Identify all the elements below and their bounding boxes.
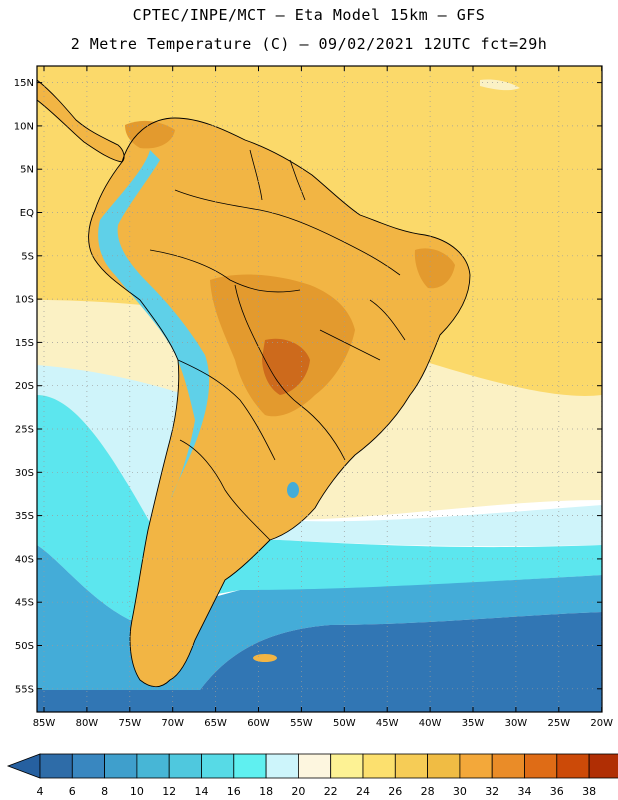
colorbar-label: 30 — [453, 785, 467, 798]
colorbar-swatch — [427, 753, 461, 779]
colorbar-swatch — [588, 753, 618, 779]
colorbar-swatch — [39, 753, 73, 779]
colorbar-label: 26 — [388, 785, 402, 798]
lat-label: 35S — [15, 511, 34, 522]
colorbar-swatch — [201, 753, 235, 779]
colorbar-label: 16 — [227, 785, 241, 798]
colorbar-label: 4 — [37, 785, 44, 798]
colorbar-label: 32 — [485, 785, 499, 798]
colorbar-swatch — [168, 753, 202, 779]
lat-label: 45S — [15, 598, 34, 609]
colorbar-low-arrow — [6, 753, 41, 779]
colorbar-swatch — [556, 753, 590, 779]
colorbar-swatch — [330, 753, 364, 779]
colorbar-swatch — [136, 753, 170, 779]
longitude-axis: 85W 80W 75W 70W 65W 60W 55W 50W 45W 40W 35W 30W 25W 2… — [33, 66, 613, 729]
lon-label: 85W — [33, 718, 56, 729]
colorbar-label: 34 — [518, 785, 532, 798]
lat-label: 20S — [15, 381, 34, 392]
venezuela-hot-zone — [125, 120, 175, 149]
colorbar-label: 38 — [582, 785, 596, 798]
very-hot-zone — [262, 338, 310, 395]
title-line-2: 2 Metre Temperature (C) – 09/02/2021 12U… — [70, 35, 548, 53]
colorbar-label: 14 — [195, 785, 209, 798]
lagoon — [287, 482, 299, 498]
title-line-1: CPTEC/INPE/MCT – Eta Model 15km – GFS — [132, 6, 486, 24]
lon-label: 80W — [76, 718, 99, 729]
colorbar-swatch — [524, 753, 558, 779]
lat-label: 30S — [15, 468, 34, 479]
latitude-axis: 15N 10N 5N EQ 5S 10S 15S 20S 25S 30S 35S 40S 45S 50S 5… — [14, 78, 602, 695]
lat-label: 40S — [15, 554, 34, 565]
colorbar-swatch — [233, 753, 267, 779]
lon-label: 20W — [590, 718, 613, 729]
colorbar-label: 24 — [356, 785, 370, 798]
lon-label: 60W — [247, 718, 270, 729]
lon-label: 50W — [333, 718, 356, 729]
colorbar-swatch — [297, 753, 332, 779]
lat-label: 5S — [21, 251, 34, 262]
lon-label: 45W — [376, 718, 399, 729]
lon-label: 40W — [419, 718, 442, 729]
colorbar-label: 6 — [69, 785, 76, 798]
colorbar-label: 18 — [259, 785, 273, 798]
colorbar-swatch — [394, 753, 428, 779]
lon-label: 30W — [505, 718, 528, 729]
lon-label: 70W — [161, 718, 184, 729]
colorbar-label: 20 — [291, 785, 305, 798]
central-america-coastline — [37, 79, 125, 163]
colorbar-swatch — [71, 753, 106, 779]
caribbean-island — [480, 79, 520, 91]
colorbar-label: 22 — [324, 785, 338, 798]
lat-label: 15N — [14, 78, 34, 89]
lat-label: 10N — [14, 121, 34, 132]
colorbar-swatch — [265, 753, 299, 779]
colorbar-swatch — [459, 753, 493, 779]
lat-label: 25S — [15, 425, 34, 436]
lon-label: 65W — [204, 718, 227, 729]
lon-label: 75W — [118, 718, 141, 729]
country-borders — [149, 149, 406, 541]
northeast-brazil-hot-zone — [414, 248, 455, 289]
colorbar-label: 28 — [421, 785, 435, 798]
lat-label: 50S — [15, 641, 34, 652]
coastline — [88, 117, 471, 688]
colorbar-label: 12 — [162, 785, 176, 798]
map-frame — [36, 65, 603, 713]
lat-label: 10S — [15, 295, 34, 306]
colorbar-label: 8 — [101, 785, 108, 798]
map-field — [37, 66, 602, 712]
lat-label: 15S — [15, 338, 34, 349]
lat-label: 55S — [15, 684, 34, 695]
lon-label: 25W — [547, 718, 570, 729]
graticule — [37, 66, 602, 712]
colorbar-swatch — [362, 753, 396, 779]
colorbar-swatch — [491, 753, 525, 779]
colorbar-label: 36 — [550, 785, 564, 798]
lat-label: EQ — [20, 208, 34, 219]
colorbar-label: 10 — [130, 785, 144, 798]
colorbar-swatch — [104, 753, 138, 779]
lat-label: 5N — [20, 165, 34, 176]
ocean-cold-band — [37, 612, 602, 712]
lon-label: 35W — [462, 718, 485, 729]
colorbar: 4 6 8 10 12 14 16 18 20 22 24 26 28 30 32 34 36 38 — [6, 753, 618, 798]
falkland-islands — [253, 654, 277, 662]
lon-label: 55W — [290, 718, 313, 729]
